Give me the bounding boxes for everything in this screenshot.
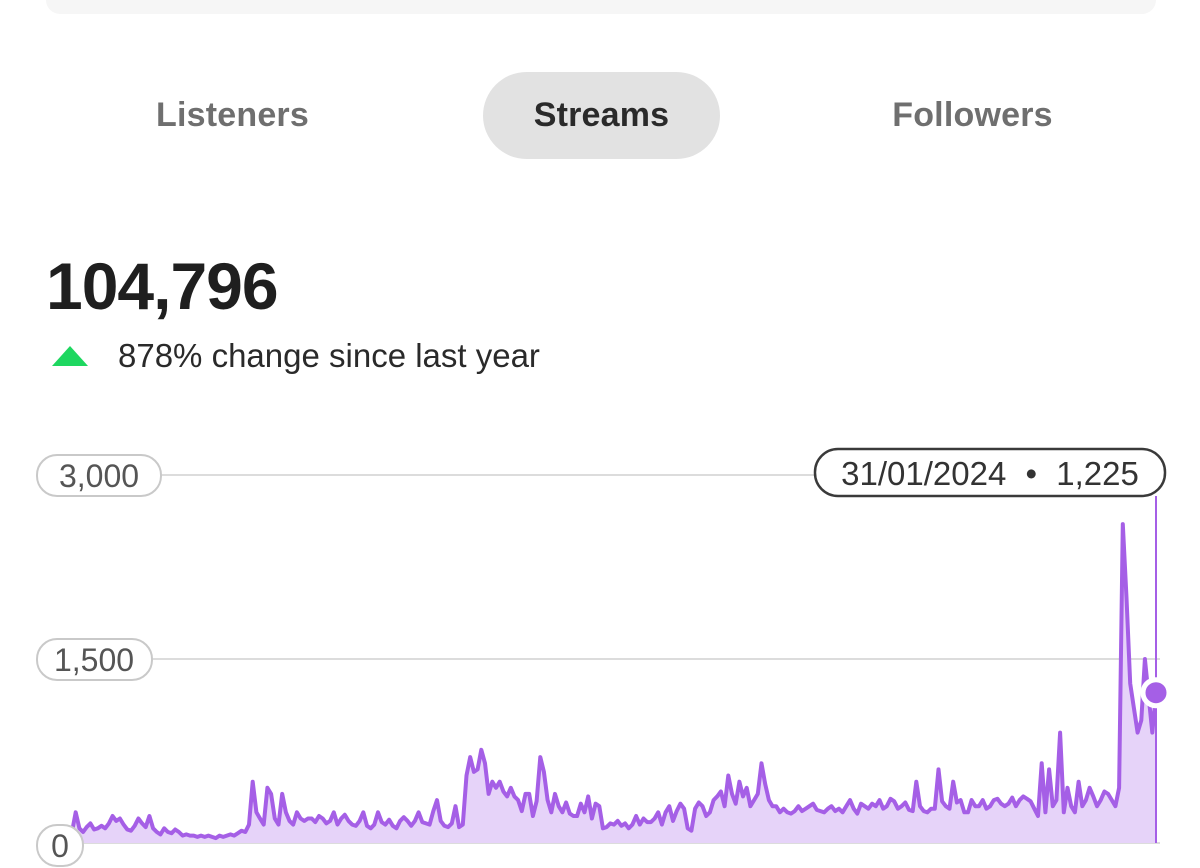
y-tick-label: 0	[51, 828, 69, 864]
total-streams: 104,796	[46, 249, 279, 323]
tab-streams[interactable]: Streams	[483, 72, 720, 159]
streams-line	[70, 522, 1158, 841]
tab-followers[interactable]: Followers	[892, 96, 1053, 134]
tooltip-date: 31/01/2024	[841, 455, 1006, 492]
y-tick-0: 0	[36, 824, 84, 867]
top-card	[46, 0, 1156, 14]
change-text: 878% change since last year	[118, 337, 540, 374]
y-tick-label: 3,000	[59, 458, 139, 494]
change-row: 878% change since last year	[52, 334, 540, 378]
cursor-point[interactable]	[1140, 677, 1172, 709]
tooltip: 31/01/2024 • 1,225	[813, 447, 1167, 498]
y-tick-1500: 1,500	[36, 638, 153, 681]
streams-area	[72, 524, 1156, 843]
y-tick-3000: 3,000	[36, 454, 162, 497]
tooltip-separator: •	[1026, 455, 1038, 492]
tab-listeners[interactable]: Listeners	[156, 96, 309, 134]
y-tick-label: 1,500	[54, 642, 134, 678]
svg-text:31/01/2024 • 1,225: 31/01/2024 • 1,225	[841, 455, 1139, 492]
tooltip-value: 1,225	[1056, 455, 1139, 492]
triangle-up-icon	[52, 346, 88, 366]
streams-chart[interactable]: 3,000 1,500 0 31/01/2024 • 1,225	[0, 440, 1200, 868]
